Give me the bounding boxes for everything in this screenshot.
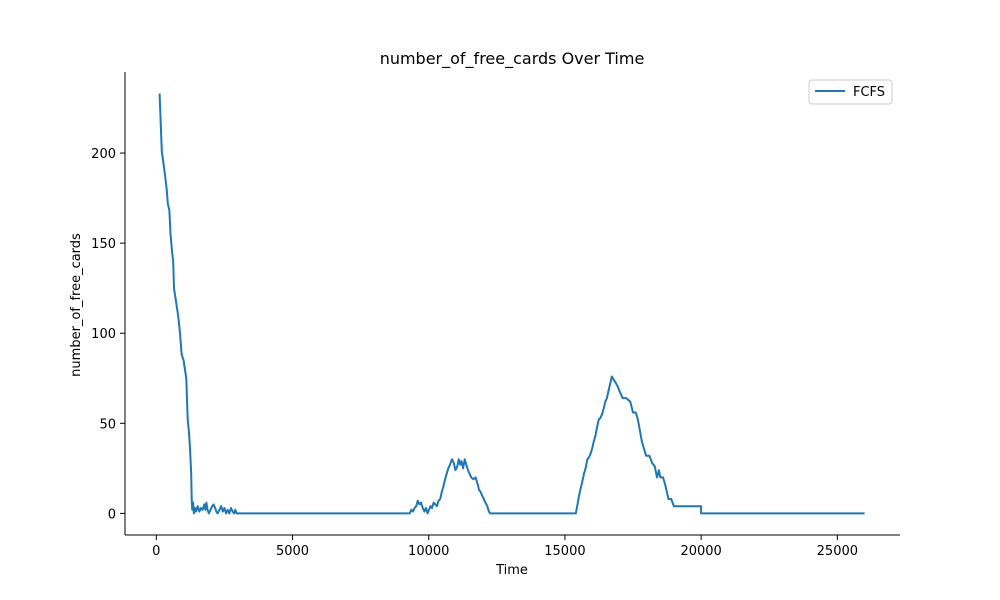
x-axis-ticks: 0 5000 10000 15000 20000 25000 xyxy=(152,535,858,559)
x-tick-label: 15000 xyxy=(544,544,585,559)
y-tick-label: 200 xyxy=(91,147,116,162)
y-tick-label: 0 xyxy=(108,507,116,522)
series-line-fcfs xyxy=(158,93,865,515)
legend: FCFS xyxy=(808,79,893,105)
legend-box xyxy=(808,79,893,105)
chart-title: number_of_free_cards Over Time xyxy=(380,49,645,69)
x-axis-label: Time xyxy=(495,563,528,578)
x-tick-label: 20000 xyxy=(680,544,721,559)
y-tick-label: 50 xyxy=(99,417,116,432)
x-tick-label: 25000 xyxy=(817,544,858,559)
x-tick-label: 5000 xyxy=(276,544,309,559)
legend-label-fcfs: FCFS xyxy=(853,85,885,100)
x-tick-label: 0 xyxy=(152,544,160,559)
y-tick-label: 150 xyxy=(91,237,116,252)
x-tick-label: 10000 xyxy=(408,544,449,559)
y-axis-label: number_of_free_cards xyxy=(69,233,84,377)
y-tick-label: 100 xyxy=(91,327,116,342)
y-axis-ticks: 0 50 100 150 200 xyxy=(91,147,125,522)
